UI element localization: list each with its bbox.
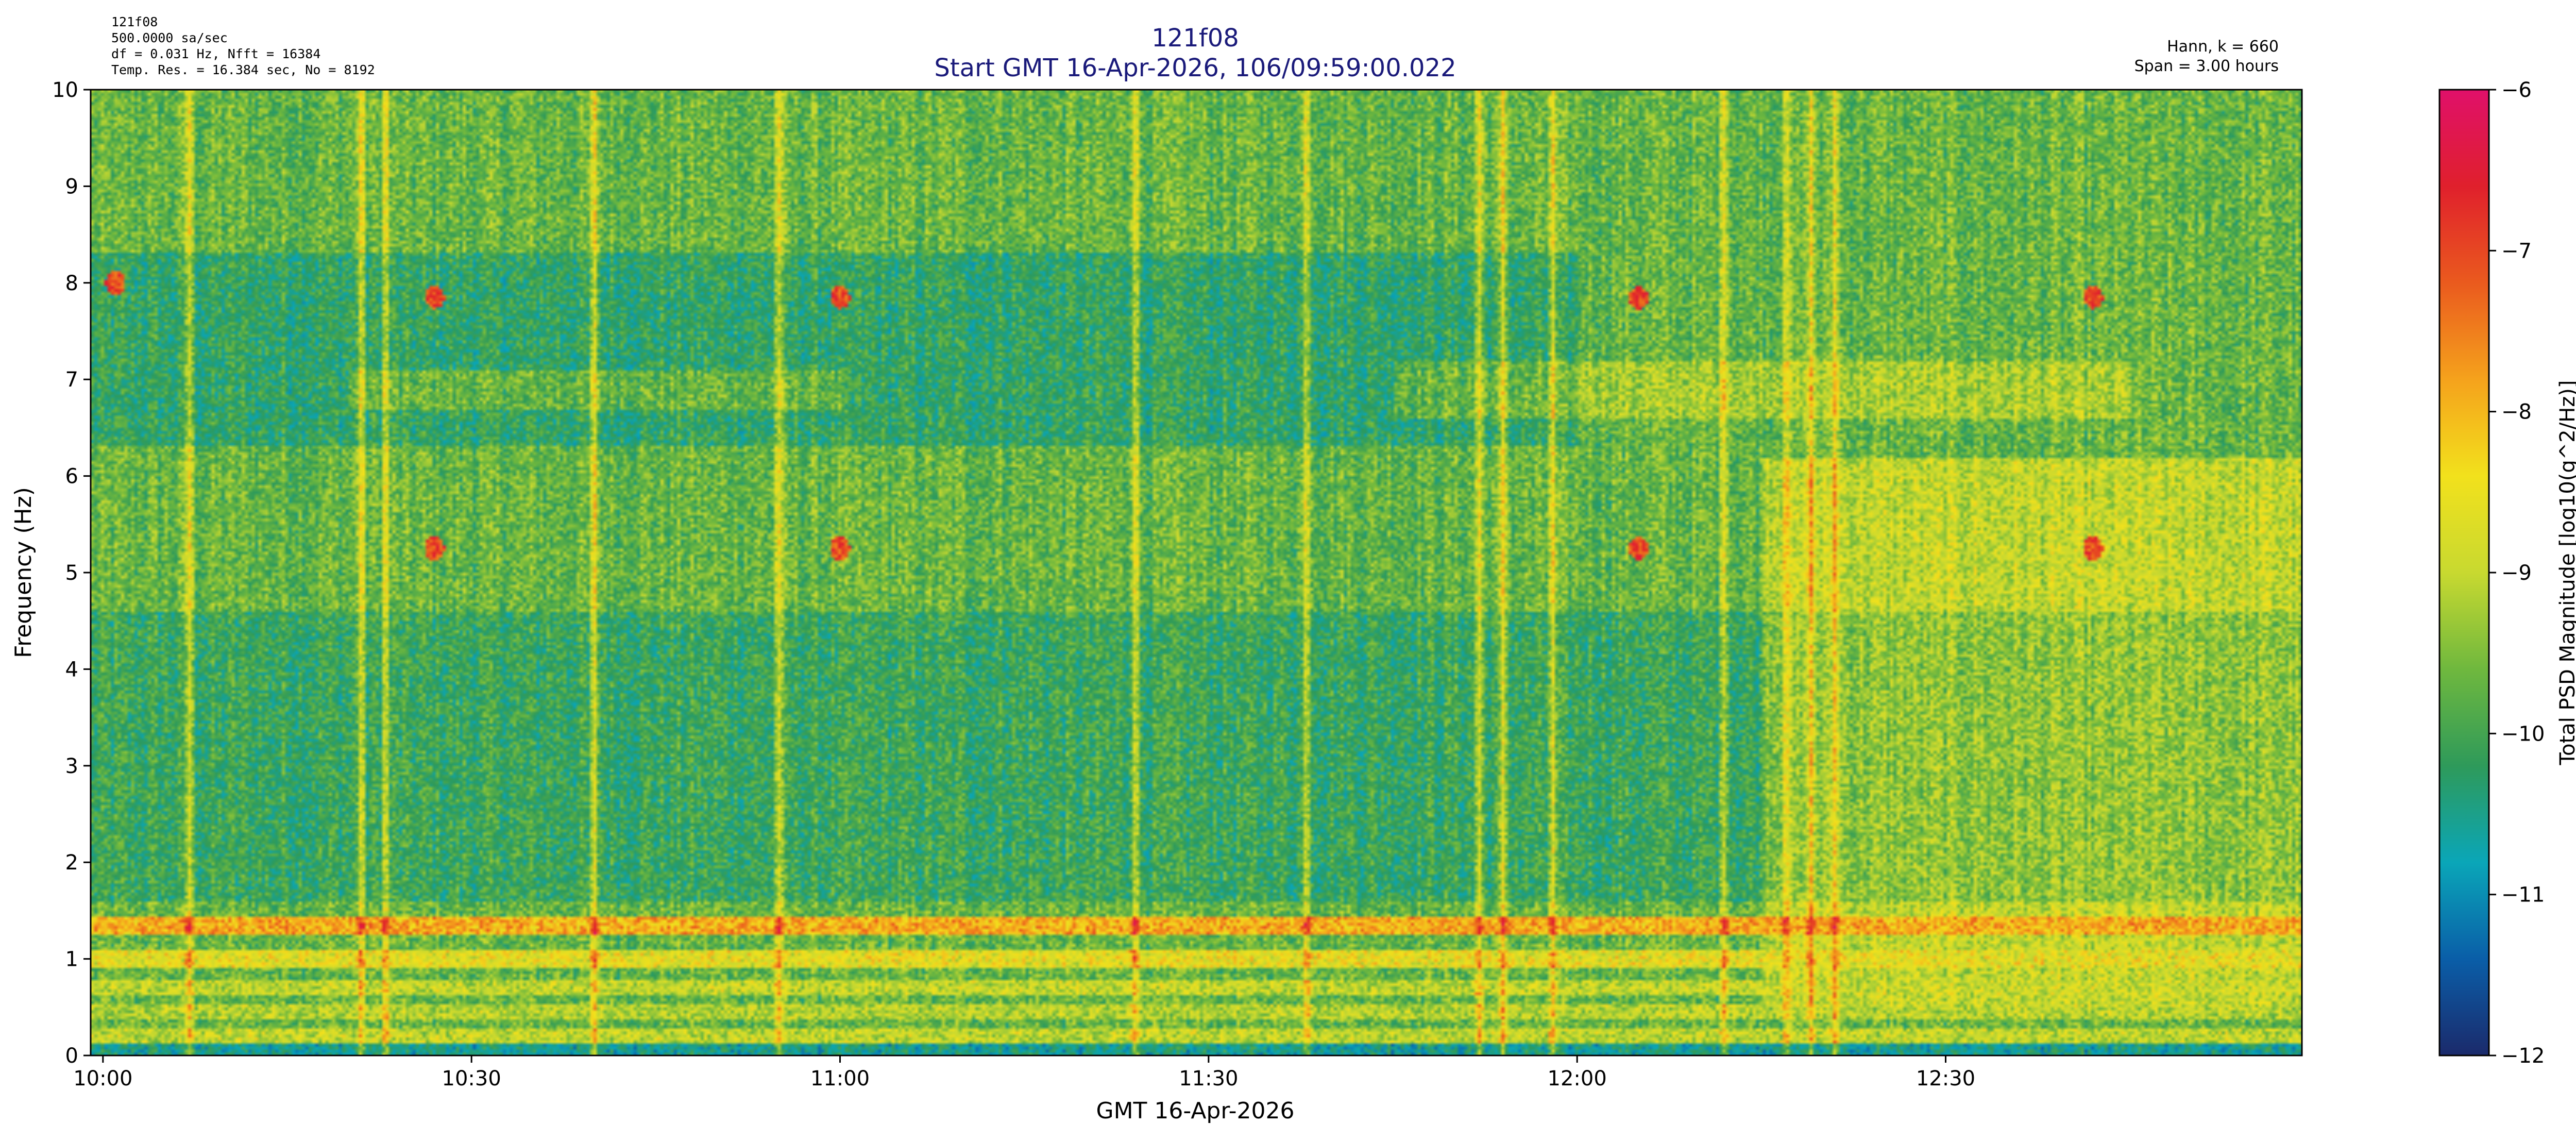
y-tick-label: 5 — [65, 561, 78, 585]
x-tick-label: 11:30 — [1179, 1067, 1238, 1091]
x-tick-label: 12:00 — [1548, 1067, 1607, 1091]
y-tick-label: 2 — [65, 851, 78, 875]
chart-subtitle: Start GMT 16-Apr-2026, 106/09:59:00.022 — [934, 54, 1456, 82]
y-axis-label: Frequency (Hz) — [10, 487, 37, 658]
colorbar-gradient — [2439, 90, 2489, 1055]
y-axis: 0 1 2 3 4 5 6 7 8 9 10 — [52, 78, 91, 1068]
header-right: Hann, k = 660 Span = 3.00 hours — [2134, 38, 2279, 75]
colorbar-tick-label: −9 — [2501, 561, 2532, 585]
header-left-line: Temp. Res. = 16.384 sec, No = 8192 — [111, 62, 375, 77]
header-left-line: 500.0000 sa/sec — [111, 30, 228, 45]
colorbar-label: Total PSD Magnitude [log10(g^2/Hz)] — [2556, 380, 2576, 766]
y-tick-label: 9 — [65, 175, 78, 198]
header-left-line: 121f08 — [111, 14, 158, 29]
x-axis-label: GMT 16-Apr-2026 — [1096, 1098, 1295, 1124]
y-tick-label: 6 — [65, 465, 78, 489]
colorbar-tick-label: −7 — [2501, 239, 2532, 263]
x-tick-label: 11:00 — [810, 1067, 870, 1091]
spectrogram-heatmap — [91, 90, 2302, 1055]
colorbar-tick-label: −6 — [2501, 78, 2532, 102]
header-right-line: Hann, k = 660 — [2167, 38, 2279, 56]
y-tick-label: 7 — [65, 368, 78, 392]
x-tick-label: 10:30 — [442, 1067, 501, 1091]
colorbar-ticks: −12 −11 −10 −9 −8 −7 −6 — [2489, 78, 2545, 1068]
y-tick-label: 8 — [65, 272, 78, 295]
header-right-line: Span = 3.00 hours — [2134, 57, 2279, 75]
colorbar-tick-label: −10 — [2501, 722, 2545, 746]
header-left: 121f08 500.0000 sa/sec df = 0.031 Hz, Nf… — [111, 14, 375, 77]
y-tick-label: 0 — [65, 1044, 78, 1068]
x-tick-label: 10:00 — [73, 1067, 132, 1091]
y-tick-label: 4 — [65, 658, 78, 681]
colorbar-tick-label: −12 — [2501, 1044, 2545, 1068]
colorbar-tick-label: −8 — [2501, 400, 2532, 424]
y-tick-label: 3 — [65, 755, 78, 778]
x-axis: 10:00 10:30 11:00 11:30 12:00 12:30 — [73, 1055, 1975, 1091]
colorbar-tick-label: −11 — [2501, 883, 2545, 907]
spectrogram-image — [91, 90, 2302, 1055]
colorbar: −12 −11 −10 −9 −8 −7 −6 Total PSD Magnitude [l… — [2438, 78, 2576, 1068]
header-center: 121f08 Start GMT 16-Apr-2026, 106/09:59:… — [934, 24, 1456, 82]
y-tick-label: 10 — [52, 78, 78, 102]
chart-title: 121f08 — [1151, 24, 1239, 53]
y-tick-label: 1 — [65, 948, 78, 971]
header-left-line: df = 0.031 Hz, Nfft = 16384 — [111, 46, 320, 61]
x-tick-label: 12:30 — [1916, 1067, 1975, 1091]
